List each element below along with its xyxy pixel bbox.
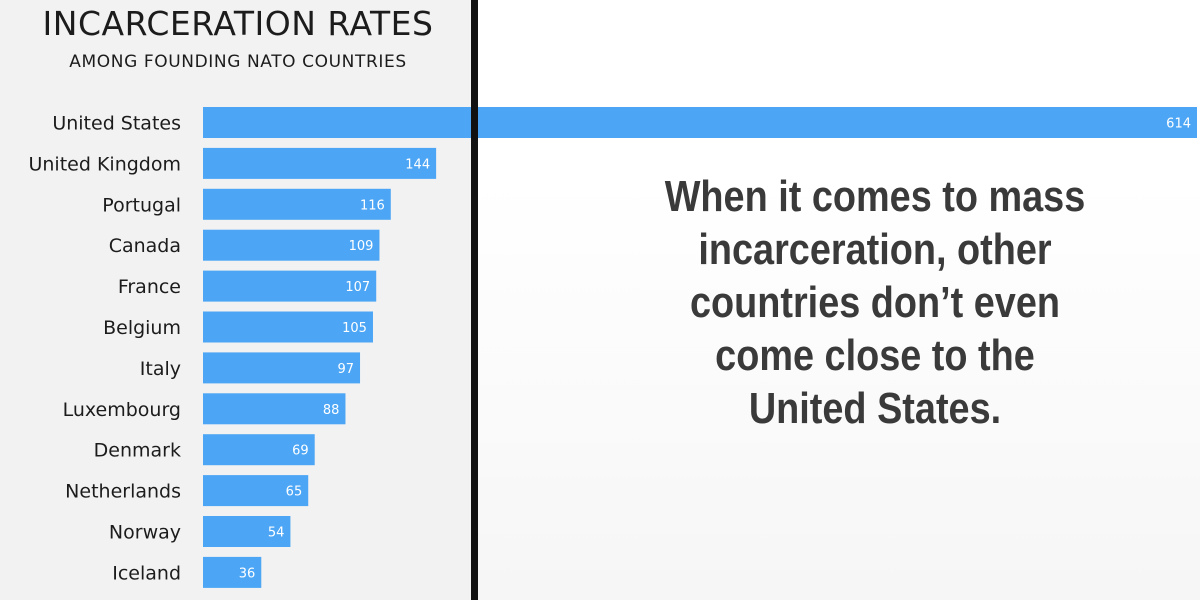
value-label: 116 (360, 198, 385, 213)
bar (203, 147, 437, 179)
bar (203, 270, 377, 302)
callout-text: When it comes to mass incarceration, oth… (664, 172, 1086, 433)
chart-title: INCARCERATION RATES (42, 4, 434, 43)
value-label: 144 (405, 157, 430, 172)
category-label: Canada (109, 235, 181, 257)
category-label: France (118, 276, 181, 298)
category-label: United Kingdom (28, 153, 181, 175)
bar (203, 107, 1197, 138)
bar (203, 434, 315, 466)
bar (203, 188, 391, 220)
category-label: United States (52, 113, 181, 135)
value-label: 614 (1166, 117, 1191, 132)
bar (203, 352, 361, 384)
bar (203, 393, 346, 425)
value-label: 109 (349, 239, 374, 254)
category-label: Belgium (103, 317, 181, 339)
chart-subtitle: AMONG FOUNDING NATO COUNTRIES (69, 52, 407, 72)
bar (203, 475, 309, 507)
value-label: 65 (286, 485, 303, 500)
bar (203, 311, 373, 343)
value-label: 97 (337, 362, 354, 377)
bar (203, 516, 291, 547)
bar (203, 556, 262, 588)
category-label: Luxembourg (63, 399, 181, 421)
value-label: 36 (239, 566, 256, 581)
value-label: 54 (268, 526, 285, 541)
bar (203, 229, 380, 261)
value-label: 107 (345, 280, 370, 295)
value-label: 88 (323, 403, 340, 418)
callout-panel (478, 0, 1200, 600)
category-label: Denmark (94, 440, 181, 462)
value-label: 105 (342, 321, 367, 336)
category-label: Norway (109, 522, 181, 544)
category-label: Iceland (112, 562, 181, 584)
panel-divider (471, 0, 478, 600)
value-label: 69 (292, 444, 309, 459)
category-label: Netherlands (65, 481, 181, 503)
category-label: Portugal (102, 194, 181, 216)
category-label: Italy (140, 358, 181, 380)
